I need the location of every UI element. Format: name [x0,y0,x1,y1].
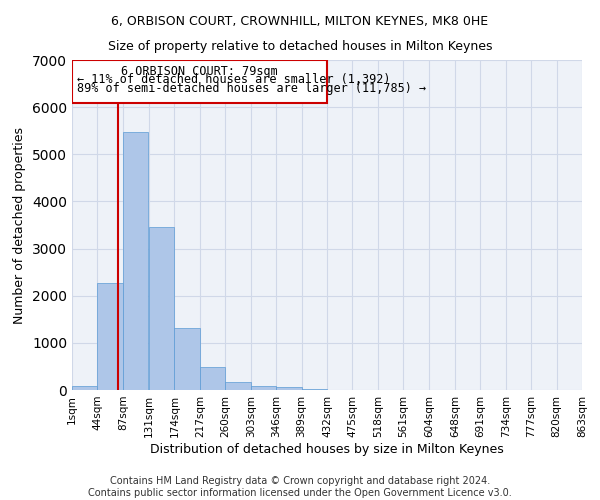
Text: ← 11% of detached houses are smaller (1,392): ← 11% of detached houses are smaller (1,… [77,73,390,86]
Bar [200,368,225,390]
Bar [302,388,327,390]
Bar [149,228,175,390]
Text: Contains HM Land Registry data © Crown copyright and database right 2024.
Contai: Contains HM Land Registry data © Crown c… [88,476,512,498]
X-axis label: Distribution of detached houses by size in Milton Keynes: Distribution of detached houses by size … [150,442,504,456]
Text: 6 ORBISON COURT: 79sqm: 6 ORBISON COURT: 79sqm [121,64,278,78]
Bar [97,282,123,390]
Y-axis label: Number of detached properties: Number of detached properties [13,126,26,324]
Bar [175,328,200,390]
Text: Size of property relative to detached houses in Milton Keynes: Size of property relative to detached ho… [108,40,492,53]
Bar [123,132,148,390]
Bar [251,386,276,390]
Text: 6, ORBISON COURT, CROWNHILL, MILTON KEYNES, MK8 0HE: 6, ORBISON COURT, CROWNHILL, MILTON KEYN… [112,15,488,28]
Bar [276,387,302,390]
FancyBboxPatch shape [72,60,327,104]
Bar [72,386,97,390]
Text: 89% of semi-detached houses are larger (11,785) →: 89% of semi-detached houses are larger (… [77,82,426,94]
Bar [225,382,251,390]
